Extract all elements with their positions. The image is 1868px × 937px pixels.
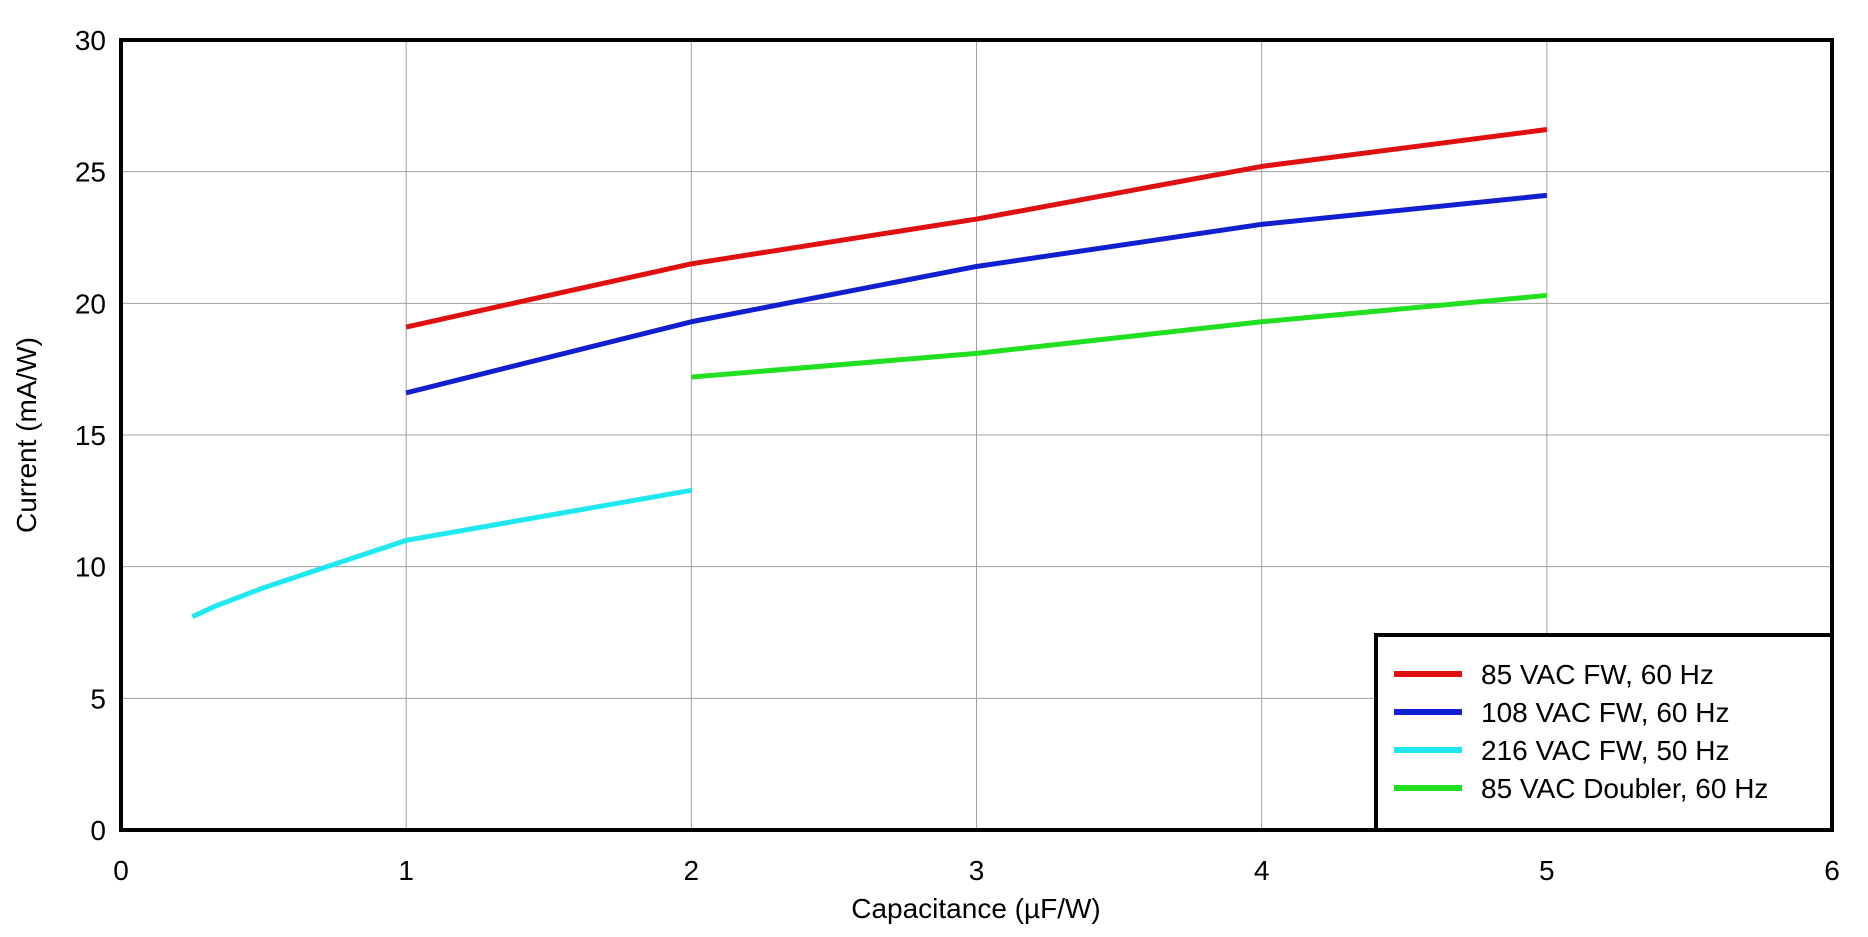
- y-tick-label: 25: [75, 157, 106, 188]
- x-tick-label: 3: [969, 855, 985, 886]
- x-tick-label: 2: [684, 855, 700, 886]
- plot-frame: [119, 38, 1834, 832]
- tick-labels: 0 1 2 3 4 5 6 0 5 10 15 20 25 30: [75, 25, 1840, 886]
- series-group: [191, 127, 1548, 619]
- series-line-2: [191, 487, 692, 619]
- series-line-1: [405, 192, 1548, 396]
- y-tick-label: 30: [75, 25, 106, 56]
- series-line-0: [405, 127, 1548, 330]
- y-tick-label: 0: [90, 815, 106, 846]
- x-tick-label: 5: [1539, 855, 1555, 886]
- legend-label: 85 VAC FW, 60 Hz: [1481, 659, 1714, 690]
- x-tick-label: 6: [1824, 855, 1840, 886]
- legend-label: 85 VAC Doubler, 60 Hz: [1481, 773, 1768, 804]
- legend: 85 VAC FW, 60 Hz 108 VAC FW, 60 Hz 216 VAC…: [1374, 633, 1834, 832]
- x-axis-label: Capacitance (µF/W): [851, 893, 1101, 924]
- legend-label: 108 VAC FW, 60 Hz: [1481, 697, 1729, 728]
- y-tick-label: 10: [75, 552, 106, 583]
- x-tick-label: 1: [398, 855, 414, 886]
- y-tick-label: 5: [90, 683, 106, 714]
- x-tick-label: 4: [1254, 855, 1270, 886]
- y-tick-label: 20: [75, 288, 106, 319]
- legend-label: 216 VAC FW, 50 Hz: [1481, 735, 1729, 766]
- legend-box: [1374, 633, 1834, 832]
- x-tick-label: 0: [113, 855, 129, 886]
- y-tick-label: 15: [75, 420, 106, 451]
- y-axis-label: Current (mA/W): [11, 337, 42, 533]
- series-line-3: [691, 292, 1548, 380]
